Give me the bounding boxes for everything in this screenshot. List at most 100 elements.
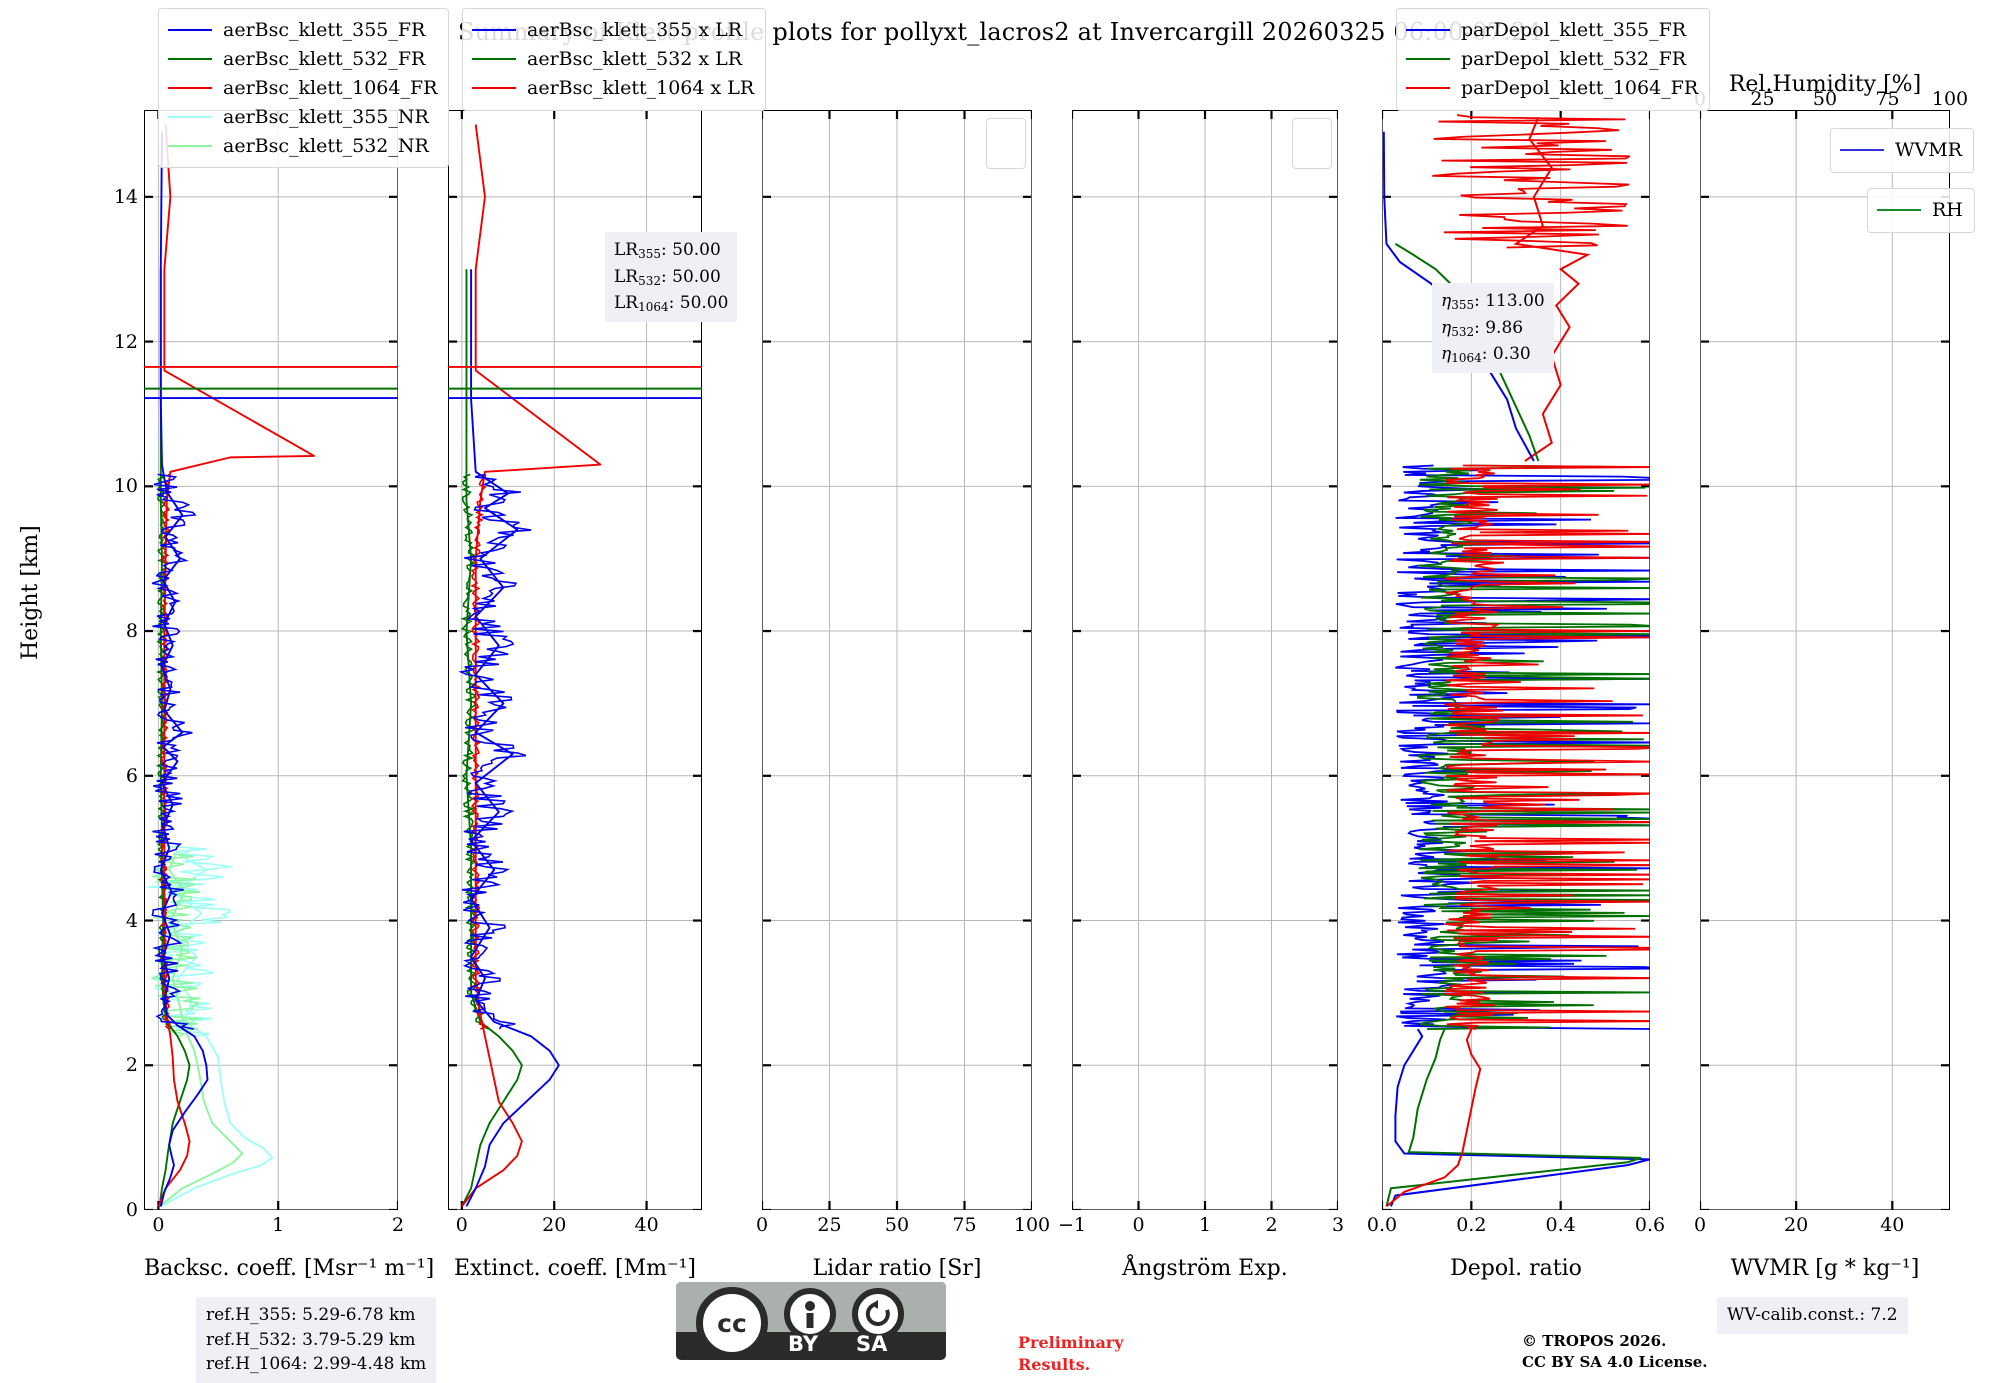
legend-color-swatch <box>1406 87 1450 90</box>
annotation-row: LR1064: 50.00 <box>614 290 728 317</box>
x-tick-label: 0.0 <box>1366 1214 1398 1236</box>
legend-row[interactable]: aerBsc_klett_532_NR <box>168 132 437 161</box>
legend-row[interactable]: RH <box>1877 196 1963 225</box>
legend-label: WVMR <box>1895 139 1963 161</box>
legend-row[interactable]: parDepol_klett_1064_FR <box>1406 74 1698 103</box>
top-axis-title-rh: Rel.Humidity [%] <box>1728 72 1922 97</box>
legend-color-swatch <box>168 58 212 61</box>
plot-area-wvmr <box>1700 110 1950 1210</box>
y-tick-label: 6 <box>125 764 138 787</box>
by-person-icon <box>784 1288 836 1340</box>
x-tick-label: 40 <box>1880 1214 1905 1236</box>
annotation-value: : 50.00 <box>661 266 721 287</box>
cc-by-sa-badge: cc BY SA <box>676 1282 946 1360</box>
panel-wvmr: WVMR [g * kg⁻¹] 0 20 40 <box>1694 110 1950 1281</box>
panel-angstrom: Ångström Exp. −1 0 1 2 3 <box>1058 110 1344 1281</box>
annotation-row: LR355: 50.00 <box>614 237 728 264</box>
x-tick-label: 0.4 <box>1545 1214 1576 1236</box>
x-axis-title-backscatter: Backsc. coeff. [Msr⁻¹ m⁻¹] <box>144 1256 435 1281</box>
legend-wvmr: WVMR <box>1830 128 1975 173</box>
tropos-copyright: © TROPOS 2026. CC BY SA 4.0 License. <box>1522 1331 1708 1373</box>
x-tick-label: 0 <box>455 1214 468 1236</box>
preliminary-line-1: Preliminary <box>1018 1333 1124 1352</box>
legend-row[interactable]: aerBsc_klett_355_FR <box>168 16 437 45</box>
x-tick-label: 0 <box>1693 1214 1707 1236</box>
rh-top-tick-label: 50 <box>1812 88 1838 110</box>
preliminary-line-2: Results. <box>1018 1354 1091 1374</box>
panel-backscatter: Backsc. coeff. [Msr⁻¹ m⁻¹] 0 2 4 6 8 10 12 14 0 1… <box>114 110 434 1281</box>
legend-row[interactable]: aerBsc_klett_532 x LR <box>472 45 754 74</box>
legend-color-swatch <box>1406 29 1450 32</box>
curves-depolarization <box>1382 114 1650 1208</box>
x-tick-label: 75 <box>952 1214 977 1236</box>
legend-label: parDepol_klett_355_FR <box>1461 19 1687 41</box>
legend-row[interactable]: parDepol_klett_355_FR <box>1406 16 1698 45</box>
annotation-subscript: 1064 <box>1451 351 1482 366</box>
y-tick-label: 2 <box>125 1054 138 1077</box>
rh-top-tick-label: 25 <box>1750 88 1775 110</box>
legend-color-swatch <box>168 144 212 147</box>
x-tick-label: 1 <box>272 1214 285 1236</box>
legend-row[interactable]: aerBsc_klett_1064 x LR <box>472 74 754 103</box>
y-tick-label: 0 <box>125 1199 138 1221</box>
annotation-subscript: 355 <box>638 247 661 261</box>
legend-label: parDepol_klett_532_FR <box>1461 47 1687 70</box>
legend-depolarization: parDepol_klett_355_FR parDepol_klett_532_… <box>1396 8 1711 111</box>
legend-row[interactable]: aerBsc_klett_355 x LR <box>472 16 754 45</box>
y-tick-label: 8 <box>125 620 138 643</box>
legend-color-swatch <box>472 87 516 90</box>
legend-extinction: aerBsc_klett_355 x LR aerBsc_klett_532 x … <box>462 8 767 111</box>
y-tick-label: 14 <box>113 185 138 208</box>
legend-label: aerBsc_klett_532_FR <box>223 47 426 70</box>
x-tick-label: 1 <box>1198 1214 1212 1236</box>
curves-backscatter <box>144 124 398 1208</box>
annotation-symbol: η <box>1441 291 1452 311</box>
rh-top-tick-label: 100 <box>1931 88 1969 110</box>
cc-mark-label: cc <box>717 1308 747 1338</box>
annotation-row: LR532: 50.00 <box>614 264 728 291</box>
legend-row[interactable]: aerBsc_klett_355_NR <box>168 103 437 132</box>
legend-row[interactable]: WVMR <box>1840 136 1962 165</box>
x-axis-title-angstrom: Ångström Exp. <box>1122 1256 1288 1281</box>
y-tick-label: 10 <box>113 475 138 498</box>
x-axis-title-extinction: Extinct. coeff. [Mm⁻¹] <box>453 1256 697 1281</box>
legend-label: aerBsc_klett_355 x LR <box>527 19 743 41</box>
legend-color-swatch <box>1877 209 1921 212</box>
annotation-value: : 9.86 <box>1474 317 1524 338</box>
x-axis-title-depolarization: Depol. ratio <box>1450 1256 1582 1281</box>
x-axis-title-wvmr: WVMR [g * kg⁻¹] <box>1730 1256 1920 1281</box>
ref-height-line: ref.H_1064: 2.99-4.48 km <box>206 1354 427 1375</box>
annotation-value: : 50.00 <box>661 240 721 260</box>
legend-rh: RH <box>1867 188 1975 233</box>
y-tick-label: 4 <box>125 909 138 932</box>
x-tick-label: 2 <box>391 1214 405 1236</box>
panel-lidar-ratio: Lidar ratio [Sr] 0 25 50 75 100 <box>756 110 1050 1281</box>
rh-top-tick-label: 75 <box>1875 88 1900 110</box>
annotation-symbol: LR <box>614 266 639 287</box>
x-tick-label: 0 <box>755 1214 769 1236</box>
legend-label: aerBsc_klett_1064 x LR <box>527 76 755 99</box>
x-tick-label: 0 <box>1132 1214 1145 1236</box>
reference-heights-box: ref.H_355: 5.29-6.78 km ref.H_532: 3.79-5… <box>196 1297 437 1383</box>
legend-angstrom <box>1292 118 1332 169</box>
legend-row[interactable]: aerBsc_klett_1064_FR <box>168 74 437 103</box>
sa-share-alike-icon <box>852 1288 904 1340</box>
annotation-subscript: 532 <box>638 273 661 288</box>
x-axis-title-lidar-ratio: Lidar ratio [Sr] <box>812 1256 982 1281</box>
x-tick-label: 3 <box>1331 1214 1345 1236</box>
tropos-line-1: © TROPOS 2026. <box>1522 1332 1667 1350</box>
x-tick-label: 0.2 <box>1456 1214 1487 1236</box>
wv-calib-text: WV-calib.const.: 7.2 <box>1727 1305 1898 1325</box>
legend-label: aerBsc_klett_1064_FR <box>223 76 438 99</box>
y-axis-title: Height [km] <box>18 525 43 660</box>
legend-row[interactable]: parDepol_klett_532_FR <box>1406 45 1698 74</box>
curves-extinction <box>448 124 702 1207</box>
annotation-value: : 0.30 <box>1481 344 1531 365</box>
x-tick-label: −1 <box>1057 1214 1087 1236</box>
ref-height-line: ref.H_532: 3.79-5.29 km <box>206 1329 416 1350</box>
legend-row[interactable]: aerBsc_klett_532_FR <box>168 45 437 74</box>
panel-depolarization: Depol. ratio 0.0 0.2 0.4 0.6 <box>1367 110 1665 1281</box>
x-tick-label: 25 <box>817 1214 842 1236</box>
